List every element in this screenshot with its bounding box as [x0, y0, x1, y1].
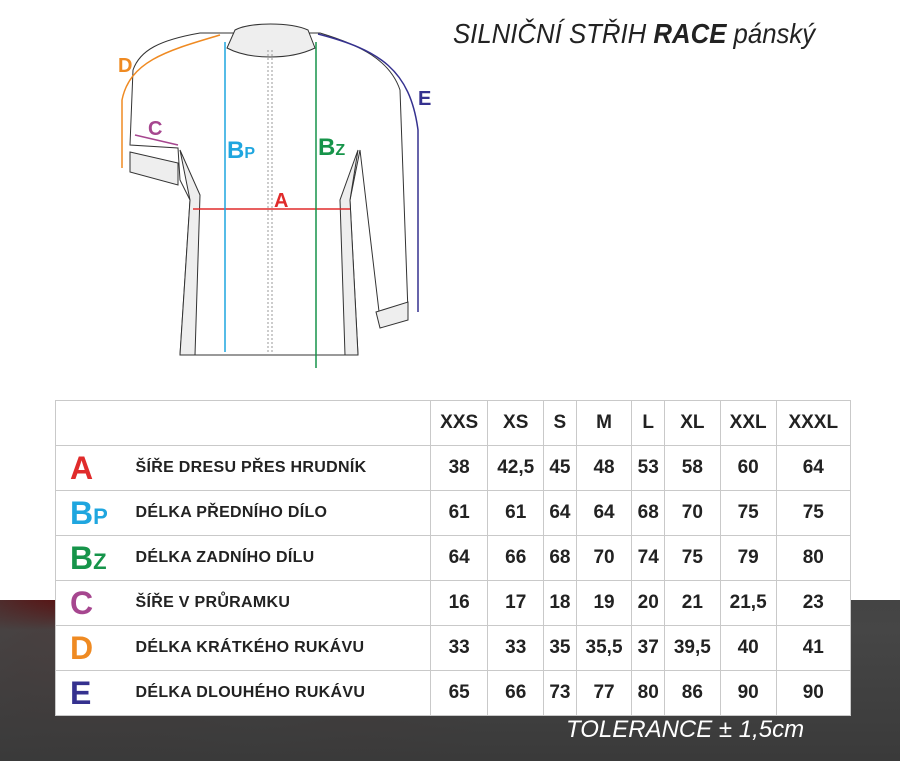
measure-value: 65	[429, 670, 489, 716]
long-sleeve-cuff	[375, 301, 409, 329]
measure-C-arrow	[134, 134, 179, 146]
measure-value: 74	[631, 535, 665, 581]
measure-value: 64	[429, 535, 489, 581]
measure-value: 38	[429, 445, 489, 491]
measure-value: 18	[543, 580, 577, 626]
jersey-body	[129, 32, 409, 356]
table-row: E DÉLKA DLOUHÉHO RUKÁVU 65 66 73 77 80 86 90 90	[55, 670, 852, 716]
table-row: BP DÉLKA PŘEDNÍHO DÍLO 61 61 64 64 68 70 75 75	[55, 490, 852, 536]
measure-value: 80	[631, 670, 665, 716]
measure-value: 35,5	[575, 625, 633, 671]
measure-label: ŠÍŘE DRESU PŘES HRUDNÍK	[135, 445, 431, 491]
measure-label: DÉLKA KRÁTKÉHO RUKÁVU	[135, 625, 431, 671]
measure-code: E	[55, 670, 136, 716]
measure-value: 79	[719, 535, 777, 581]
size-header: M	[575, 400, 633, 446]
label-A: A	[274, 190, 288, 212]
measure-value: 86	[663, 670, 721, 716]
table-row: BZ DÉLKA ZADNÍHO DÍLU 64 66 68 70 74 75 79 80	[55, 535, 852, 581]
size-header: XXXL	[775, 400, 852, 446]
measure-label: DÉLKA DLOUHÉHO RUKÁVU	[135, 670, 431, 716]
table-row: A ŠÍŘE DRESU PŘES HRUDNÍK 38 42,5 45 48 53 58 60…	[55, 445, 852, 491]
measure-value: 17	[487, 580, 545, 626]
measure-value: 39,5	[663, 625, 721, 671]
zipper	[267, 50, 273, 355]
jersey-side-panel-left	[179, 149, 201, 356]
measure-E-arrow	[317, 33, 419, 312]
measure-value: 64	[575, 490, 633, 536]
measure-label: DÉLKA PŘEDNÍHO DÍLO	[135, 490, 431, 536]
measure-value: 60	[719, 445, 777, 491]
collar	[226, 23, 316, 58]
table-row: C ŠÍŘE V PRŮRAMKU 16 17 18 19 20 21 21,5 23	[55, 580, 852, 626]
label-Bp: BP	[227, 137, 255, 164]
measure-value: 53	[631, 445, 665, 491]
page-title: SILNIČNÍ STŘIH RACE pánský	[453, 18, 816, 49]
measure-label: DÉLKA ZADNÍHO DÍLU	[135, 535, 431, 581]
short-sleeve-cuff	[129, 151, 179, 186]
measure-code: BP	[55, 490, 136, 536]
label-D: D	[118, 55, 132, 77]
jersey-diagram: A BP BZ C D E	[118, 23, 431, 368]
measure-value: 66	[487, 535, 545, 581]
measure-value: 75	[719, 490, 777, 536]
tolerance-note: TOLERANCE ± 1,5cm	[566, 716, 805, 743]
measure-value: 61	[487, 490, 545, 536]
measure-value: 61	[429, 490, 489, 536]
measure-value: 48	[575, 445, 633, 491]
size-header: XXL	[719, 400, 777, 446]
measure-value: 73	[543, 670, 577, 716]
measure-value: 35	[543, 625, 577, 671]
measure-value: 20	[631, 580, 665, 626]
measure-value: 21	[663, 580, 721, 626]
measure-value: 45	[543, 445, 577, 491]
size-header: L	[631, 400, 665, 446]
measure-value: 75	[775, 490, 852, 536]
measure-value: 90	[775, 670, 852, 716]
measure-value: 21,5	[719, 580, 777, 626]
measure-value: 75	[663, 535, 721, 581]
label-E: E	[418, 88, 431, 110]
jersey-side-panel-right	[339, 149, 359, 356]
measure-value: 80	[775, 535, 852, 581]
measure-value: 33	[429, 625, 489, 671]
measure-value: 64	[543, 490, 577, 536]
measure-value: 42,5	[487, 445, 545, 491]
measure-code: BZ	[55, 535, 136, 581]
table-header-row: XXS XS S M L XL XXL XXXL	[55, 400, 852, 446]
measure-value: 19	[575, 580, 633, 626]
measure-value: 70	[575, 535, 633, 581]
measure-value: 70	[663, 490, 721, 536]
size-table: XXS XS S M L XL XXL XXXL A ŠÍŘE DRESU PŘE…	[55, 400, 852, 716]
measure-value: 77	[575, 670, 633, 716]
measure-code: D	[55, 625, 136, 671]
measure-value: 16	[429, 580, 489, 626]
size-header: XS	[487, 400, 545, 446]
label-Bz: BZ	[318, 134, 345, 161]
measure-code: A	[55, 445, 136, 491]
measure-value: 40	[719, 625, 777, 671]
measure-value: 64	[775, 445, 852, 491]
size-header: XXS	[429, 400, 489, 446]
measure-value: 58	[663, 445, 721, 491]
measure-value: 68	[543, 535, 577, 581]
header-blank	[55, 400, 431, 446]
measure-value: 33	[487, 625, 545, 671]
size-header: S	[543, 400, 577, 446]
size-header: XL	[663, 400, 721, 446]
measure-value: 23	[775, 580, 852, 626]
measure-value: 41	[775, 625, 852, 671]
measure-value: 66	[487, 670, 545, 716]
measure-code: C	[55, 580, 136, 626]
measure-value: 90	[719, 670, 777, 716]
label-C: C	[148, 118, 162, 140]
measure-value: 68	[631, 490, 665, 536]
measure-label: ŠÍŘE V PRŮRAMKU	[135, 580, 431, 626]
measure-value: 37	[631, 625, 665, 671]
table-row: D DÉLKA KRÁTKÉHO RUKÁVU 33 33 35 35,5 37 39,5 40…	[55, 625, 852, 671]
measure-D-arrow	[121, 34, 221, 168]
